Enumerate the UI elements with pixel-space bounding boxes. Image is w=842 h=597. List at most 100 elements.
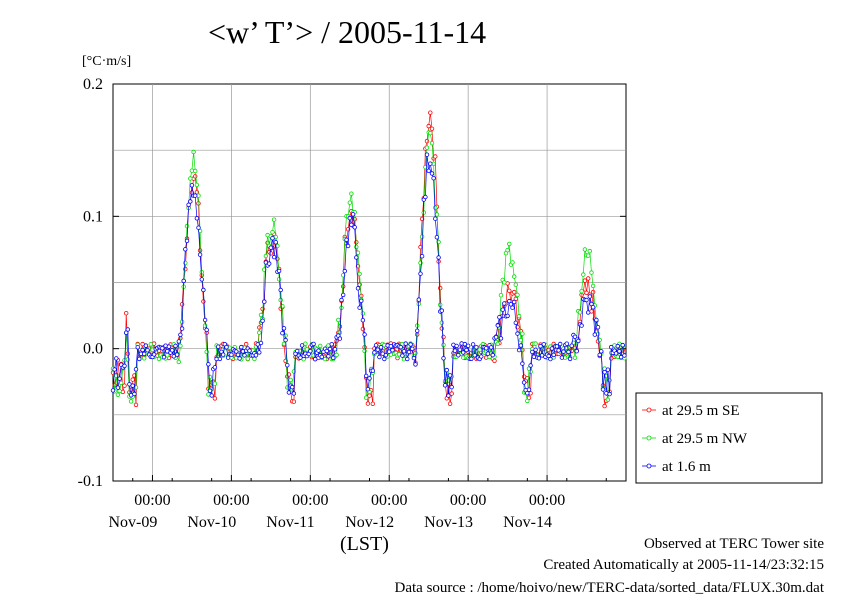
data-point [166,344,172,349]
data-point [485,351,491,356]
data-point [140,347,145,353]
legend-label: at 29.5 m SE [662,403,740,419]
data-point [477,347,482,352]
data-point [350,212,356,217]
data-point [114,356,119,361]
data-point [556,348,561,353]
legend-box [635,392,823,484]
data-point [433,216,438,221]
data-point [558,341,563,347]
data-point [122,383,127,388]
data-point [510,260,515,265]
data-point [429,140,435,146]
data-point [515,292,520,298]
x-tick-day: Nov-09 [108,514,157,531]
data-point [525,391,530,396]
data-point [263,253,269,259]
data-point [344,237,349,242]
data-point [441,356,446,361]
data-point [424,152,430,157]
data-point [516,313,522,319]
data-point [388,344,394,349]
data-point [311,341,316,347]
data-point [577,310,583,315]
data-point [502,301,507,306]
data-point [584,290,589,295]
data-point [590,305,596,310]
data-point [525,398,530,404]
data-point [589,270,594,275]
data-point [572,334,578,339]
data-point [490,352,495,358]
x-tick-day: Nov-11 [266,514,314,531]
data-point [313,356,318,362]
data-point [428,161,433,166]
data-point [433,205,438,210]
data-point [510,305,515,310]
data-point [408,342,413,347]
data-point [130,377,135,382]
data-point [507,288,512,293]
data-point [334,352,339,358]
data-point [512,299,517,305]
x-tick-day: Nov-13 [424,514,473,531]
data-point [572,355,578,360]
data-point [188,176,193,181]
data-point [622,353,627,358]
data-point [500,307,505,312]
data-point [470,342,476,347]
data-point [584,297,589,303]
data-point [322,356,328,362]
data-point [247,348,252,353]
data-point [169,348,175,353]
data-point [512,289,517,295]
data-point [183,247,188,252]
data-point [192,168,198,174]
data-point [620,342,625,348]
data-point [257,325,262,330]
data-point [337,336,343,341]
data-point [357,305,362,310]
data-point [574,349,579,354]
data-point [373,343,379,348]
data-point [548,356,553,362]
data-point [276,277,282,282]
data-point [513,282,518,287]
data-point [498,293,504,298]
x-tick-day: Nov-14 [503,514,552,531]
data-point [554,344,560,349]
data-point [327,346,333,352]
data-point [267,261,272,266]
data-point [400,353,405,358]
data-point [406,349,412,355]
data-point [474,345,479,350]
data-point [220,352,226,357]
data-point [594,317,599,323]
data-point [442,383,448,388]
data-point [234,349,239,354]
x-tick-day: Nov-10 [187,514,236,531]
data-point [489,345,494,350]
data-point [308,348,313,354]
data-point [439,320,444,325]
data-point [370,401,375,406]
footer-source: Data source : /home/hoivo/new/TERC-data/… [394,580,825,596]
data-point [290,384,295,390]
data-point [541,342,546,347]
data-point [207,388,213,393]
data-point [403,341,408,346]
data-point [199,277,204,282]
data-point [271,254,277,260]
data-point [285,363,290,368]
data-point [416,297,421,302]
data-point [441,334,446,340]
data-point [179,302,185,307]
data-point [257,350,262,355]
data-point [257,330,262,335]
data-point [426,168,431,173]
data-point [295,348,300,354]
data-point [201,287,206,293]
data-point [378,345,384,350]
data-point [360,311,366,316]
y-tick-label: 0.2 [83,76,103,93]
